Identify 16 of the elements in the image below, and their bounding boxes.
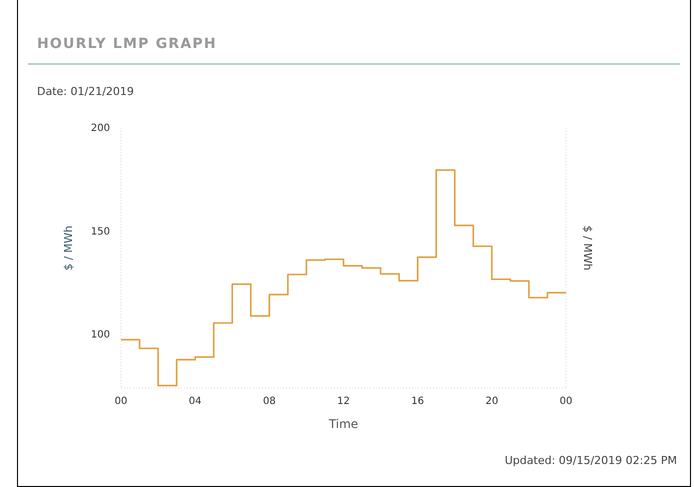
y-tick-label: 100 (90, 330, 110, 341)
x-axis-title: Time (328, 417, 358, 431)
text: Updated: 09/15/2019 02:25 PM (504, 454, 677, 467)
chart-title: HOURLY LMP GRAPH (37, 36, 217, 52)
y-tick-label: 150 (90, 226, 110, 238)
x-tick-label: 16 (411, 396, 424, 408)
x-tick-label: 00 (114, 396, 128, 408)
x-tick-label: 04 (188, 396, 202, 408)
x-tick-label: 20 (485, 396, 498, 408)
y2-axis-title: $ / MWh (581, 225, 594, 271)
x-tick-label: 12 (337, 396, 350, 408)
y-axis-title: $ / MWh (62, 225, 75, 271)
x-tick-label: 08 (262, 396, 276, 408)
chart-subtitle: Date: 01/21/2019 (37, 85, 134, 98)
y-tick-label: 200 (90, 123, 110, 134)
x-tick-label: 00 (560, 396, 572, 408)
